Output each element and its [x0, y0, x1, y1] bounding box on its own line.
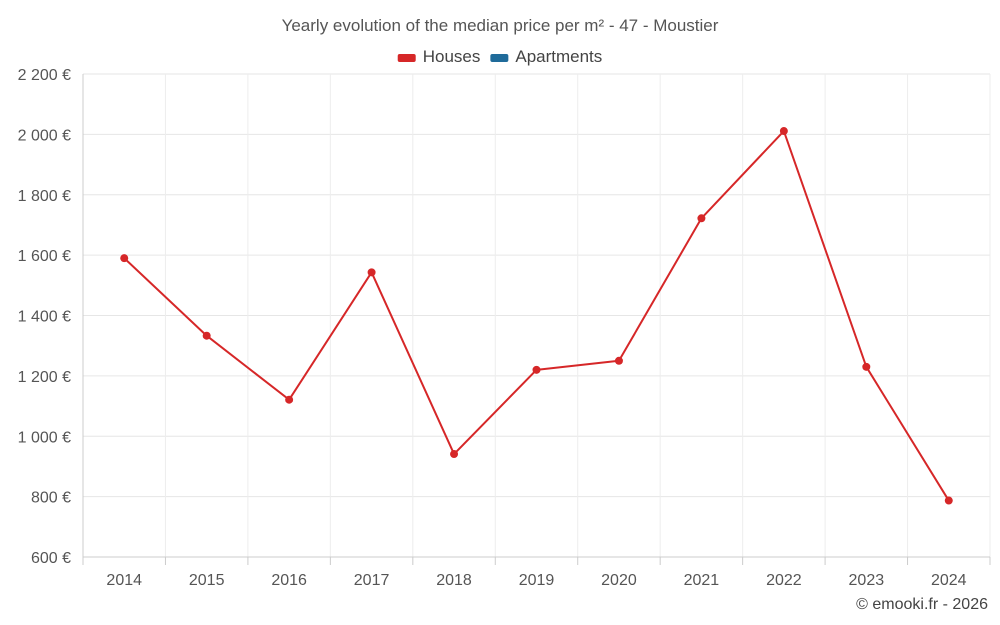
x-tick-label: 2022 [766, 572, 802, 589]
x-tick-label: 2015 [189, 572, 225, 589]
legend-label: Houses [423, 47, 481, 66]
data-point-houses[interactable]: Houses 2023: 1230 € [862, 362, 871, 371]
y-tick-label: 600 € [31, 550, 71, 567]
y-tick-label: 1 600 € [18, 248, 71, 265]
data-point-houses[interactable]: Houses 2022: 2011 € [779, 127, 788, 136]
x-tick-label: 2014 [106, 572, 142, 589]
data-point-houses[interactable]: Houses 2024: 787 € [944, 496, 953, 505]
y-tick-label: 1 000 € [18, 429, 71, 446]
legend-item-houses[interactable]: Houses [397, 47, 481, 66]
x-tick-label: 2024 [931, 572, 967, 589]
x-tick-label: 2017 [354, 572, 390, 589]
x-axis: 2014 2015 2016 2017 2018 2019 2020 2021 2022 2023… [82, 556, 991, 589]
credit-text: © emooki.fr - 2026 [856, 596, 988, 613]
x-tick-label: 2021 [684, 572, 720, 589]
y-tick-label: 1 200 € [18, 369, 71, 386]
y-tick-label: 1 400 € [18, 309, 71, 326]
legend: Houses Apartments [397, 47, 602, 66]
data-point-houses[interactable]: Houses 2015: 1333 € [202, 331, 211, 340]
data-point-houses[interactable]: Houses 2017: 1543 € [367, 268, 376, 277]
series-layer: Houses 2014: 1590 € Houses 2015: 1333 € Ho… [120, 127, 953, 505]
y-tick-label: 2 200 € [18, 67, 71, 84]
chart-title: Yearly evolution of the median price per… [282, 16, 719, 35]
grid [82, 73, 991, 558]
legend-item-apartments[interactable]: Apartments [490, 47, 602, 66]
data-point-houses[interactable]: Houses 2020: 1250 € [614, 356, 623, 365]
data-point-houses[interactable]: Houses 2016: 1121 € [285, 395, 294, 404]
x-tick-label: 2019 [519, 572, 555, 589]
y-tick-label: 2 000 € [18, 127, 71, 144]
legend-label: Apartments [515, 47, 602, 66]
legend-swatch [490, 54, 509, 62]
x-tick-label: 2023 [849, 572, 885, 589]
y-axis: 600 € 800 € 1 000 € 1 200 € 1 400 € 1 600 € 1 … [18, 67, 84, 567]
y-tick-label: 1 800 € [18, 188, 71, 205]
data-point-houses[interactable]: Houses 2018: 941 € [450, 450, 459, 459]
data-point-houses[interactable]: Houses 2014: 1590 € [120, 254, 129, 263]
data-point-houses[interactable]: Houses 2019: 1220 € [532, 365, 541, 374]
y-tick-label: 800 € [31, 490, 71, 507]
x-tick-label: 2018 [436, 572, 472, 589]
legend-swatch [397, 54, 416, 62]
x-tick-label: 2020 [601, 572, 637, 589]
data-point-houses[interactable]: Houses 2021: 1722 € [697, 214, 706, 223]
x-tick-label: 2016 [271, 572, 307, 589]
